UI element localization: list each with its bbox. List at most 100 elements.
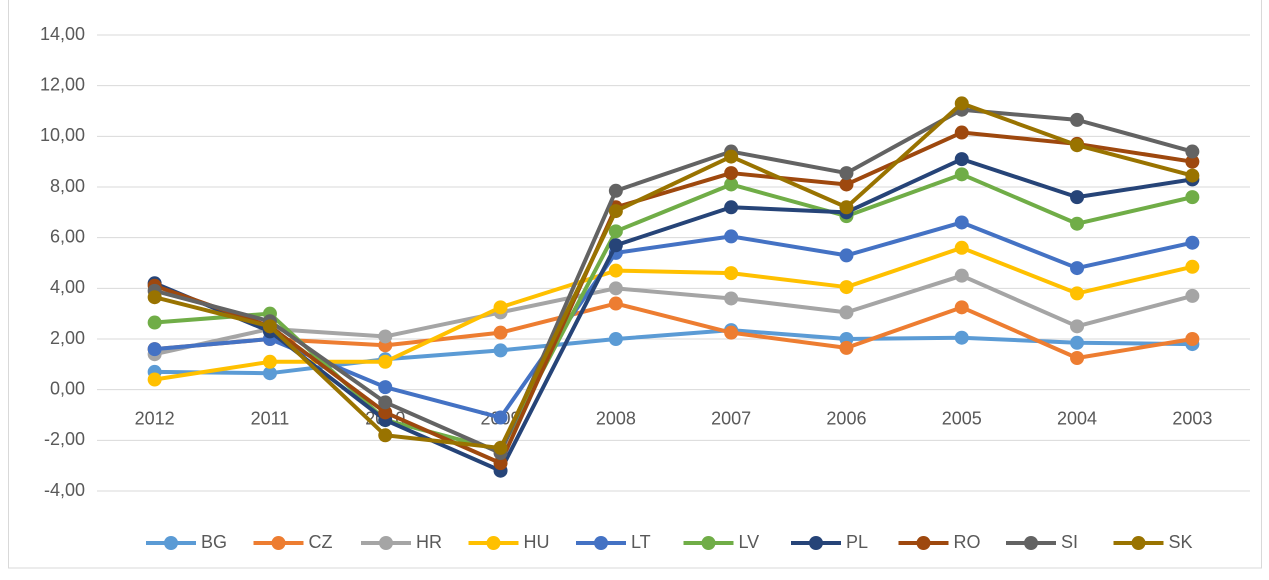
data-point: [954, 152, 969, 167]
x-tick-label: 2008: [596, 408, 636, 428]
legend-marker: [486, 536, 501, 550]
data-point: [1185, 144, 1200, 159]
data-point: [1070, 112, 1085, 127]
x-tick-label: 2011: [251, 408, 290, 428]
y-tick-label: 14,00: [40, 24, 85, 44]
legend-marker: [809, 536, 823, 550]
data-point: [954, 240, 969, 255]
data-point: [608, 263, 623, 278]
data-point: [954, 268, 969, 283]
legend-label: SI: [1061, 532, 1078, 552]
data-point: [839, 248, 854, 263]
data-point: [724, 177, 739, 192]
series-line: [154, 273, 1193, 357]
data-point: [1185, 154, 1200, 169]
legend-marker: [1131, 536, 1146, 550]
data-point: [839, 305, 854, 320]
data-point: [262, 319, 277, 334]
data-point: [378, 428, 393, 443]
series-line: [154, 172, 1193, 453]
legend-marker: [701, 536, 716, 550]
data-point: [724, 266, 739, 281]
data-point: [1070, 319, 1085, 334]
legend-label: PL: [846, 532, 868, 552]
data-point: [724, 291, 739, 306]
data-point: [954, 215, 969, 230]
data-point: [1070, 138, 1085, 153]
series-line: [154, 301, 1193, 360]
data-point: [608, 296, 623, 311]
data-point: [839, 200, 854, 215]
data-point: [378, 354, 393, 369]
data-point: [724, 166, 739, 181]
y-tick-label: 12,00: [40, 74, 85, 94]
data-point: [262, 366, 277, 381]
data-point: [1185, 288, 1200, 303]
data-point: [608, 238, 623, 253]
data-point: [608, 332, 623, 346]
y-tick-label: 8,00: [50, 176, 85, 196]
data-point: [608, 204, 623, 219]
x-tick-label: 2007: [711, 408, 751, 428]
data-point: [724, 200, 739, 215]
data-point: [493, 440, 508, 455]
data-point: [378, 380, 393, 395]
x-tick-label: 2006: [826, 408, 866, 428]
x-tick-label: 2005: [942, 408, 982, 428]
data-point: [1070, 190, 1085, 205]
series-line: [154, 107, 1193, 455]
data-point: [608, 281, 623, 296]
y-tick-label: -2,00: [44, 429, 85, 449]
data-point: [954, 300, 969, 315]
legend-marker: [379, 536, 393, 550]
x-tick-label: 2012: [135, 408, 175, 428]
data-point: [608, 224, 623, 239]
data-point: [1070, 261, 1085, 276]
x-tick-label: 2004: [1057, 408, 1097, 428]
data-point: [1185, 235, 1200, 250]
data-point: [954, 167, 969, 182]
legend-label: LT: [631, 532, 651, 552]
legend-label: SK: [1169, 532, 1193, 552]
data-point: [724, 325, 739, 340]
legend-marker: [916, 536, 931, 550]
data-point: [954, 330, 969, 345]
data-point: [1185, 332, 1200, 346]
data-point: [724, 229, 739, 244]
legend-label: LV: [739, 532, 760, 552]
data-point: [608, 183, 623, 198]
legend-marker: [164, 536, 178, 550]
legend-label: CZ: [309, 532, 333, 552]
data-point: [147, 342, 162, 357]
y-tick-label: 4,00: [50, 277, 85, 297]
y-tick-label: 0,00: [50, 378, 85, 398]
legend-marker: [1024, 536, 1038, 550]
data-point: [1070, 335, 1085, 350]
y-tick-label: 2,00: [50, 328, 85, 348]
series-line: [153, 157, 1193, 473]
legend-label: BG: [201, 532, 227, 552]
data-point: [1070, 351, 1085, 365]
data-point: [493, 410, 508, 425]
data-point: [839, 340, 854, 355]
legend-label: RO: [954, 532, 981, 552]
data-point: [1185, 259, 1200, 274]
data-point: [839, 280, 854, 295]
legend-marker: [271, 536, 286, 550]
data-point: [1070, 286, 1085, 301]
data-point: [839, 166, 854, 181]
legend-label: HR: [416, 532, 442, 552]
x-tick-label: 2003: [1172, 408, 1212, 428]
data-point: [493, 300, 508, 315]
data-point: [839, 177, 854, 192]
legend-marker: [594, 536, 608, 550]
data-point: [493, 456, 508, 471]
data-point: [1185, 190, 1200, 205]
y-tick-label: 10,00: [40, 125, 85, 145]
data-point: [493, 343, 508, 358]
data-point: [378, 329, 393, 344]
series-line: [153, 130, 1193, 466]
data-point: [1070, 216, 1085, 231]
series-line: [154, 101, 1193, 450]
